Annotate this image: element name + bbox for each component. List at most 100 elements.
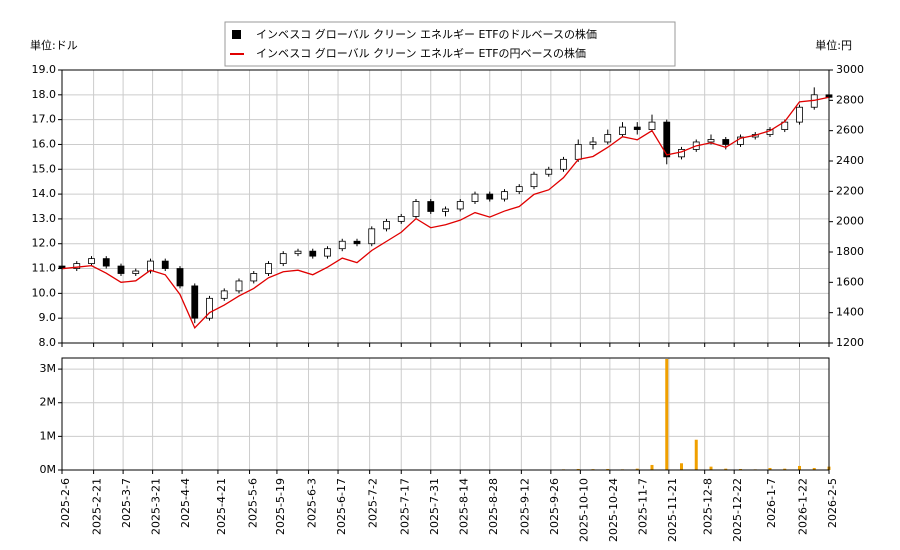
candle-body: [619, 126, 626, 135]
y2-tick-label: 2800: [836, 93, 864, 106]
candle-body: [235, 280, 243, 292]
x-tick-label: 2025-7-17: [398, 478, 411, 535]
volume-bar: [798, 465, 801, 470]
x-tick-label: 2025-8-28: [487, 478, 500, 535]
y-tick-label: 11.0: [32, 262, 57, 275]
y-tick-label: 19.0: [32, 63, 57, 76]
x-tick-label: 2025-4-4: [179, 478, 192, 528]
y-tick-label: 2M: [40, 396, 57, 409]
candle-body: [161, 260, 169, 269]
x-tick-label: 2025-6-17: [335, 478, 348, 535]
plot-frame: [61, 69, 830, 344]
x-tick-label: 2025-9-26: [548, 478, 561, 535]
x-tick-label: 2025-7-31: [428, 478, 441, 535]
candle-body: [338, 240, 346, 250]
x-tick-label: 2026-1-7: [765, 478, 778, 528]
candle-body: [604, 134, 612, 143]
candle-body: [88, 258, 95, 264]
x-tick-label: 2025-12-22: [731, 478, 744, 542]
y2-tick-label: 1800: [836, 245, 864, 258]
y-unit: 単位:ドル: [30, 38, 78, 52]
x-tick-label: 2025-3-21: [150, 478, 163, 535]
candle-body: [73, 263, 81, 269]
candle-body: [279, 253, 287, 264]
y-tick-label: 17.0: [32, 113, 57, 126]
y2-tick-label: 1400: [836, 306, 864, 319]
legend-swatch: [232, 30, 241, 39]
candle-body: [442, 208, 449, 212]
x-tick-label: 2025-5-19: [274, 478, 287, 535]
x-tick-label: 2025-12-8: [702, 478, 715, 535]
y-tick-label: 8.0: [39, 336, 57, 349]
x-tick-label: 2025-8-14: [457, 478, 470, 535]
volume-bar: [576, 468, 580, 470]
y-tick-label: 3M: [40, 362, 57, 375]
x-tick-label: 2025-2-21: [91, 478, 104, 535]
candle-body: [353, 240, 361, 245]
y2-tick-label: 2400: [836, 154, 864, 167]
y2-tick-label: 1600: [836, 275, 864, 288]
candle-body: [117, 265, 125, 274]
candle-body: [633, 126, 641, 130]
y-tick-label: 12.0: [32, 237, 57, 250]
candle-body: [147, 260, 154, 272]
y-tick-label: 9.0: [39, 311, 57, 324]
y2-tick-label: 2600: [836, 124, 864, 137]
y-tick-label: 1M: [40, 429, 57, 442]
volume-bar: [650, 464, 654, 470]
candle-body: [250, 273, 258, 282]
y2-tick-label: 3000: [836, 63, 864, 76]
x-tick-label: 2025-11-7: [636, 478, 649, 535]
volume-bar: [665, 359, 669, 470]
candle-body: [220, 290, 228, 299]
legend-label: インベスコ グローバル クリーン エネルギー ETFのドルベースの株価: [256, 27, 597, 41]
candle-body: [265, 263, 272, 274]
x-tick-label: 2025-3-7: [120, 478, 133, 528]
candle-body: [574, 144, 582, 160]
candle-body: [663, 121, 671, 158]
y-tick-label: 18.0: [32, 88, 57, 101]
candle-body: [383, 220, 390, 230]
y-tick-label: 16.0: [32, 137, 57, 150]
y-tick-label: 13.0: [32, 212, 57, 225]
candle-body: [722, 139, 730, 145]
volume-bar: [680, 463, 683, 470]
legend-label: インベスコ グローバル クリーン エネルギー ETFの円ベースの株価: [256, 46, 586, 60]
x-tick-label: 2026-1-22: [797, 478, 810, 535]
candle-body: [102, 258, 110, 267]
y-tick-label: 14.0: [32, 187, 57, 200]
legend-box: [224, 21, 676, 67]
volume-bar: [783, 468, 787, 470]
candle-body: [206, 297, 213, 319]
candle-body: [176, 268, 184, 287]
candle-body: [294, 250, 302, 255]
candle-body: [796, 106, 803, 123]
candle-body: [309, 250, 317, 257]
x-tick-label: 2025-10-10: [577, 478, 590, 542]
y2-tick-label: 2200: [836, 184, 864, 197]
x-tick-label: 2025-4-21: [215, 478, 228, 535]
volume-bar: [739, 468, 742, 470]
volume-bar: [606, 468, 610, 470]
y2-tick-label: 2000: [836, 215, 864, 228]
x-tick-label: 2025-10-24: [607, 478, 620, 542]
plot-frame: [61, 357, 830, 471]
x-tick-label: 2025-9-12: [518, 478, 531, 535]
y-tick-label: 15.0: [32, 162, 57, 175]
price-line: [61, 96, 830, 329]
volume-bar: [768, 467, 772, 470]
x-tick-label: 2026-2-5: [826, 478, 839, 528]
y2-tick-label: 1200: [836, 336, 864, 349]
volume-bar: [694, 439, 698, 470]
candle-body: [545, 168, 553, 175]
candle-body: [501, 191, 508, 200]
y2-unit: 単位:円: [815, 38, 852, 52]
y-tick-label: 10.0: [32, 286, 57, 299]
x-tick-label: 2025-5-6: [247, 478, 260, 528]
volume-bar: [812, 467, 816, 470]
candle-body: [471, 193, 479, 202]
candle-body: [397, 216, 405, 222]
candle-body: [324, 248, 331, 257]
